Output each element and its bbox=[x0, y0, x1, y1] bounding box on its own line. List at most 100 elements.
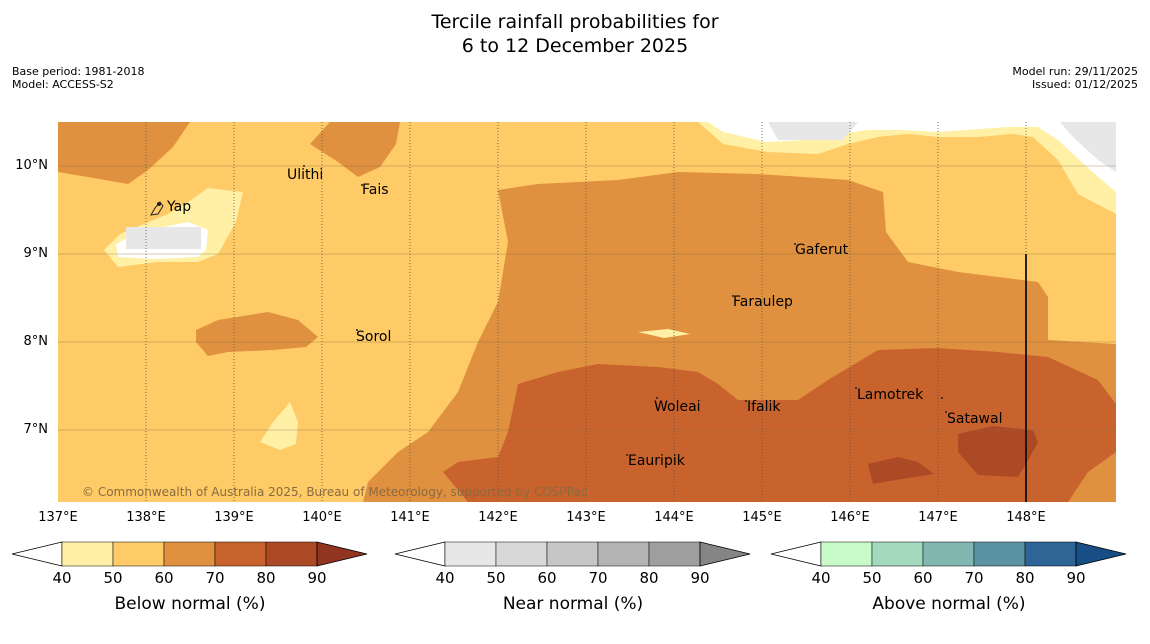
zone-near-40-50-yap bbox=[126, 227, 201, 249]
tick-near-70: 70 bbox=[588, 569, 608, 587]
grid-lines bbox=[145, 122, 1027, 502]
tick-below-50: 50 bbox=[103, 569, 123, 587]
colorbar-near bbox=[394, 541, 751, 567]
zone-60-70-top-center bbox=[310, 122, 400, 177]
lon-label-139e: 139°E bbox=[214, 510, 254, 525]
lon-label-144e: 144°E bbox=[654, 510, 694, 525]
colorbar-below-seg1 bbox=[61, 541, 114, 567]
place-ifalik: Ifalik bbox=[747, 399, 781, 415]
zone-40-50-south bbox=[260, 402, 298, 450]
colorbar-above bbox=[770, 541, 1127, 567]
meta-left: Base period: 1981-2018 Model: ACCESS-S2 bbox=[12, 65, 144, 91]
legend-below-label: Below normal (%) bbox=[114, 594, 266, 614]
place-woleai: Woleai bbox=[654, 399, 701, 415]
lon-label-145e: 145°E bbox=[742, 510, 782, 525]
meta-right: Model run: 29/11/2025 Issued: 01/12/2025 bbox=[1012, 65, 1138, 91]
lon-label-142e: 142°E bbox=[478, 510, 518, 525]
legend-below-normal: 40 50 60 70 80 90 Below normal (%) bbox=[10, 540, 370, 630]
issued-date: Issued: 01/12/2025 bbox=[1031, 78, 1138, 91]
legend-above-ticks: 40 50 60 70 80 90 bbox=[769, 569, 1129, 587]
lon-label-147e: 147°E bbox=[918, 510, 958, 525]
zone-60-70-top-left bbox=[58, 122, 190, 184]
base-period: Base period: 1981-2018 bbox=[12, 65, 145, 78]
tick-near-90: 90 bbox=[690, 569, 710, 587]
legend-above-normal: 40 50 60 70 80 90 Above normal (%) bbox=[769, 540, 1129, 630]
lon-label-141e: 141°E bbox=[390, 510, 430, 525]
lon-label-138e: 138°E bbox=[126, 510, 166, 525]
tick-above-70: 70 bbox=[964, 569, 984, 587]
tick-above-80: 80 bbox=[1015, 569, 1035, 587]
tick-above-50: 50 bbox=[862, 569, 882, 587]
zone-80-90-middle bbox=[868, 457, 934, 484]
colorbar-near-under bbox=[394, 541, 446, 567]
tick-near-50: 50 bbox=[486, 569, 506, 587]
legend-below-ticks: 40 50 60 70 80 90 bbox=[10, 569, 370, 587]
colorbar-above-over bbox=[1075, 541, 1127, 567]
zone-80-90-east bbox=[958, 426, 1038, 477]
copyright-notice: © Commonwealth of Australia 2025, Bureau… bbox=[82, 485, 588, 499]
lon-label-140e: 140°E bbox=[302, 510, 342, 525]
colorbar-above-seg5 bbox=[1024, 541, 1077, 567]
colorbar-below-seg5 bbox=[265, 541, 318, 567]
legend-near-normal: 40 50 60 70 80 90 Near normal (%) bbox=[393, 540, 753, 630]
place-sorol: Sorol bbox=[356, 329, 392, 345]
place-lamotrek: Lamotrek bbox=[857, 387, 924, 403]
model-name: Model: ACCESS-S2 bbox=[12, 78, 114, 91]
tick-above-90: 90 bbox=[1066, 569, 1086, 587]
colorbar-below-over bbox=[316, 541, 368, 567]
title-line2: 6 to 12 December 2025 bbox=[461, 35, 689, 57]
zone-near-40-50-topright bbox=[1060, 122, 1116, 172]
model-run: Model run: 29/11/2025 bbox=[1012, 65, 1138, 78]
place-gaferut: Gaferut bbox=[795, 242, 849, 258]
tick-near-80: 80 bbox=[639, 569, 659, 587]
lon-label-143e: 143°E bbox=[566, 510, 606, 525]
place-fais: Fais bbox=[362, 182, 389, 198]
colorbar-near-over bbox=[699, 541, 751, 567]
colorbar-above-seg1 bbox=[820, 541, 873, 567]
tick-below-60: 60 bbox=[154, 569, 174, 587]
zone-40-50-top bbox=[698, 122, 1116, 214]
island-marks bbox=[157, 165, 947, 456]
colorbar-near-seg1 bbox=[444, 541, 497, 567]
tick-below-80: 80 bbox=[256, 569, 276, 587]
colorbar-below-seg4 bbox=[214, 541, 267, 567]
colorbar-below-seg2 bbox=[112, 541, 165, 567]
tick-above-60: 60 bbox=[913, 569, 933, 587]
colorbar-below bbox=[11, 541, 368, 567]
colorbar-below-under bbox=[11, 541, 63, 567]
colorbar-above-seg2 bbox=[871, 541, 924, 567]
rainfall-map bbox=[58, 122, 1116, 502]
lat-label-7n: 7°N bbox=[23, 422, 49, 437]
place-yap: Yap bbox=[167, 199, 192, 215]
tick-below-90: 90 bbox=[307, 569, 327, 587]
lat-grid-lines bbox=[58, 165, 1116, 431]
colorbar-near-seg5 bbox=[648, 541, 701, 567]
tick-near-40: 40 bbox=[435, 569, 455, 587]
lon-label-148e: 148°E bbox=[1006, 510, 1046, 525]
yap-island-outline bbox=[150, 201, 164, 216]
zone-near-40-50-top bbox=[768, 122, 858, 140]
map-title: Tercile rainfall probabilities for 6 to … bbox=[0, 10, 1150, 58]
legend-near-label: Near normal (%) bbox=[502, 594, 644, 614]
zone-40-50-center bbox=[638, 329, 690, 338]
colorbar-near-seg4 bbox=[597, 541, 650, 567]
place-satawal: Satawal bbox=[947, 411, 1003, 427]
colorbar-below-seg3 bbox=[163, 541, 216, 567]
zone-60-70-sorol-blob bbox=[196, 312, 318, 356]
tick-above-40: 40 bbox=[811, 569, 831, 587]
legend-near-ticks: 40 50 60 70 80 90 bbox=[393, 569, 753, 587]
colorbar-above-seg3 bbox=[922, 541, 975, 567]
lon-label-137e: 137°E bbox=[38, 510, 78, 525]
colorbar-above-under bbox=[770, 541, 822, 567]
place-eauripik: Eauripik bbox=[628, 453, 685, 469]
lat-label-8n: 8°N bbox=[23, 334, 49, 349]
colorbar-near-seg2 bbox=[495, 541, 548, 567]
colorbar-near-seg3 bbox=[546, 541, 599, 567]
tick-near-60: 60 bbox=[537, 569, 557, 587]
title-line1: Tercile rainfall probabilities for bbox=[431, 11, 719, 33]
lat-label-9n: 9°N bbox=[23, 246, 49, 261]
legend-above-label: Above normal (%) bbox=[872, 594, 1026, 614]
place-ulithi: Ulithi bbox=[287, 167, 324, 183]
tick-below-70: 70 bbox=[205, 569, 225, 587]
lat-label-10n: 10°N bbox=[15, 158, 48, 173]
